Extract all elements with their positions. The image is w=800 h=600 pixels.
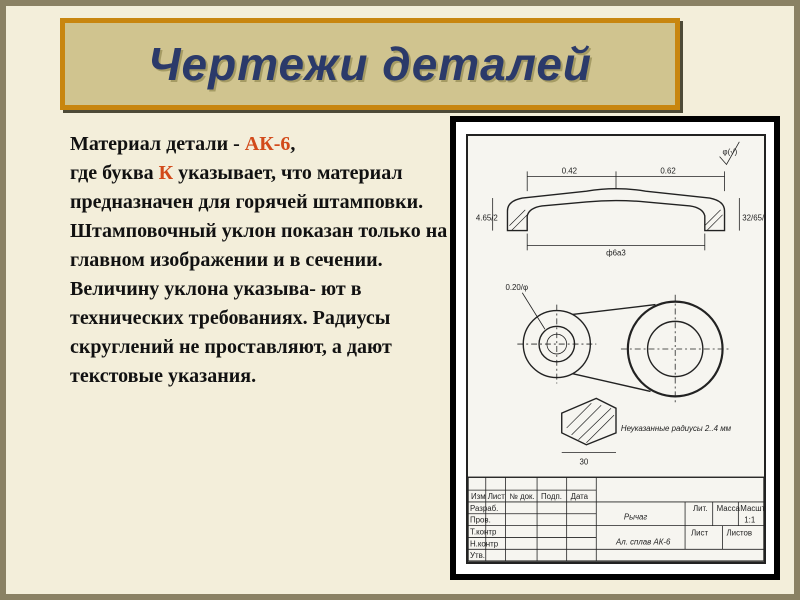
- body-t1a: Материал детали -: [70, 133, 245, 155]
- body-highlight-ak6: АК-6: [245, 133, 291, 155]
- body-t2a: где буква: [70, 162, 159, 184]
- tb-r5: Утв.: [470, 551, 485, 560]
- tb-c1: Изм: [471, 492, 486, 501]
- tb-r3: Т.контр: [470, 527, 497, 536]
- tb-c4: Подп.: [541, 492, 562, 501]
- technical-drawing: 0.42 0.62 ф6а3 4.65/2 32/65/1 φ(√): [468, 136, 764, 562]
- dim-d1: 0.42: [562, 166, 577, 175]
- tb-h3: Масштаб: [740, 504, 764, 513]
- dim-d6: 0.20/φ: [505, 283, 528, 292]
- dim-d7: 30: [579, 457, 588, 466]
- tb-c3: № док.: [509, 492, 534, 501]
- tb-partname: Рычаг: [624, 513, 648, 522]
- title-box: Чертежи деталей: [60, 18, 680, 110]
- drawing-frame: 0.42 0.62 ф6а3 4.65/2 32/65/1 φ(√): [450, 116, 780, 580]
- radius-note: Неуказанные радиусы 2..4 мм: [621, 424, 732, 433]
- front-view: 0.20/φ: [505, 283, 729, 403]
- body-t1c: ,: [290, 133, 295, 155]
- tb-h1: Лит.: [693, 504, 708, 513]
- tb-c5: Дата: [571, 492, 589, 501]
- tb-material: Ал. сплав АК-6: [615, 537, 671, 546]
- tb-h2: Масса: [717, 504, 741, 513]
- dim-d4: 4.65/2: [476, 214, 498, 223]
- dim-d2: 0.62: [660, 166, 675, 175]
- body-paragraph: Материал детали - АК-6, где буква К указ…: [70, 130, 450, 391]
- dim-d3: ф6а3: [606, 248, 626, 257]
- top-view: 0.42 0.62 ф6а3 4.65/2 32/65/1 φ(√): [476, 142, 764, 257]
- tb-r4: Н.контр: [470, 539, 499, 548]
- tb-h5: Листов: [727, 528, 753, 537]
- tb-scale: 1:1: [744, 516, 755, 525]
- tb-r1: Разраб.: [470, 504, 498, 513]
- tb-h4: Лист: [691, 528, 709, 537]
- slide-title: Чертежи деталей: [148, 37, 592, 91]
- title-block: Изм Лист № док. Подп. Дата Разраб. Пров.…: [468, 477, 764, 561]
- body-highlight-k: К: [159, 162, 174, 184]
- body-t2c: указывает, что материал предназначен для…: [70, 162, 447, 387]
- section-view: 30: [562, 398, 616, 466]
- dim-d5: 32/65/1: [742, 214, 764, 223]
- tb-r2: Пров.: [470, 516, 491, 525]
- tb-c2: Лист: [488, 492, 506, 501]
- drawing-sheet: 0.42 0.62 ф6а3 4.65/2 32/65/1 φ(√): [466, 134, 766, 564]
